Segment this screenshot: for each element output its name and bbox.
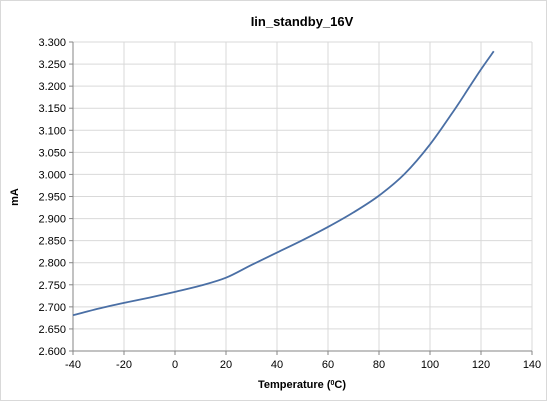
x-tick-label: 0 xyxy=(172,359,178,371)
y-tick-label: 2.650 xyxy=(38,324,66,336)
y-tick-label: 2.900 xyxy=(38,214,66,226)
y-tick-label: 3.200 xyxy=(38,81,66,93)
x-tick-label: -20 xyxy=(116,359,132,371)
y-tick-label: 3.150 xyxy=(38,103,66,115)
x-tick-label: -40 xyxy=(65,359,81,371)
y-tick-label: 3.000 xyxy=(38,169,66,181)
y-tick-label: 2.600 xyxy=(38,346,66,358)
y-axis-title: mA xyxy=(9,188,21,206)
grid-layer xyxy=(73,41,533,351)
series-layer xyxy=(72,50,495,317)
y-tick-label: 2.800 xyxy=(38,258,66,270)
y-tick-label: 2.850 xyxy=(38,236,66,248)
series-line xyxy=(72,50,495,317)
x-tick-label: 20 xyxy=(220,359,232,371)
x-tick-label: 40 xyxy=(271,359,283,371)
x-tick-label: 60 xyxy=(322,359,334,371)
axis-layer xyxy=(69,41,533,355)
y-tick-label: 3.300 xyxy=(38,37,66,49)
y-tick-label: 3.250 xyxy=(38,59,66,71)
y-tick-label: 3.100 xyxy=(38,125,66,137)
x-tick-label: 120 xyxy=(472,359,490,371)
x-tick-label: 140 xyxy=(523,359,541,371)
x-axis-title-prefix: Temperature ( xyxy=(258,379,331,391)
x-axis-title-superscript: 0 xyxy=(331,380,335,387)
y-tick-label: 2.750 xyxy=(38,280,66,292)
y-tick-label: 2.950 xyxy=(38,192,66,204)
y-tick-label: 2.700 xyxy=(38,302,66,314)
label-layer: Iin_standby_16V mA Temperature (0C) -40-… xyxy=(9,14,541,391)
x-tick-label: 80 xyxy=(373,359,385,371)
x-axis-title-suffix: C) xyxy=(334,379,346,391)
y-tick-label: 3.050 xyxy=(38,147,66,159)
chart-title: Iin_standby_16V xyxy=(251,14,354,29)
x-tick-label: 100 xyxy=(421,359,439,371)
x-axis-title: Temperature (0C) xyxy=(258,379,346,391)
